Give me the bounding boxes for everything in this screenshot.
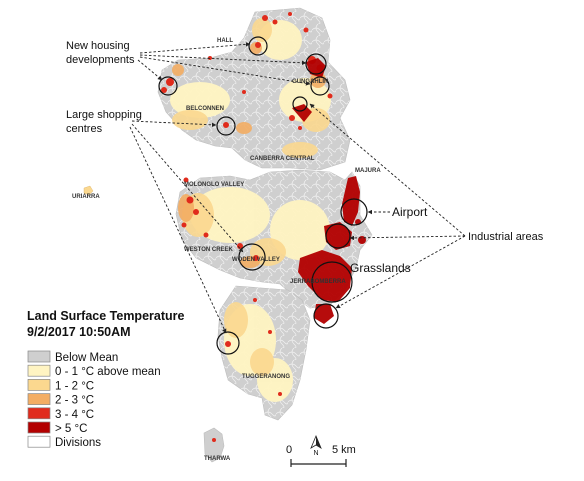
district-jerrabomberra: JERRABOMBERRA — [290, 279, 346, 285]
legend-swatch-4 — [27, 407, 51, 420]
legend: Land Surface Temperature 9/2/2017 10:50A… — [27, 309, 185, 449]
legend-label-5: > 5 °C — [55, 423, 87, 435]
legend-items: Below Mean 0 - 1 °C above mean 1 - 2 °C 2 -… — [27, 350, 161, 449]
annotation-circles — [158, 36, 368, 355]
district-canberra-central: CANBERRA CENTRAL — [250, 156, 315, 162]
circle-gungahlin-housing-2 — [310, 76, 330, 96]
scale-bar: 0 5 km — [286, 444, 356, 467]
legend-label-1: 0 - 1 °C above mean — [55, 366, 161, 378]
legend-swatch-1 — [27, 364, 51, 377]
legend-label-3: 2 - 3 °C — [55, 395, 94, 407]
legend-label-0: Below Mean — [55, 352, 118, 364]
district-hall: HALL — [217, 38, 233, 44]
circle-grasslands — [311, 261, 353, 303]
annotation-shopping-2: centres — [66, 123, 103, 135]
annotation-industrial: Industrial areas — [468, 231, 544, 243]
circle-belconnen-housing — [158, 76, 178, 96]
legend-label-2: 1 - 2 °C — [55, 380, 94, 392]
tharwa-region — [203, 427, 225, 463]
annotation-airport: Airport — [392, 205, 428, 219]
district-uriarra: URIARRA — [72, 194, 100, 200]
district-tuggeranong: TUGGERANONG — [242, 374, 290, 380]
north-arrow: N — [310, 434, 322, 457]
annotation-new-housing-1: New housing — [66, 40, 130, 52]
district-labels: HALL GUNGAHLIN BELCONNEN CANBERRA CENTRA… — [72, 38, 381, 462]
legend-label-4: 3 - 4 °C — [55, 409, 94, 421]
legend-label-6: Divisions — [55, 437, 101, 449]
circle-airport — [340, 198, 368, 226]
annotation-grasslands: Grasslands — [350, 261, 411, 275]
scale-end-label: 5 km — [332, 444, 356, 456]
district-gungahlin: GUNGAHLIN — [292, 79, 328, 85]
uriarra-patch — [83, 185, 94, 196]
circle-woden-shopping — [238, 243, 266, 271]
circle-industrial-hume — [313, 303, 339, 329]
district-woden-valley: WODEN VALLEY — [232, 257, 280, 263]
district-majura: MAJURA — [355, 168, 381, 174]
legend-title: Land Surface Temperature — [27, 309, 185, 323]
district-belconnen: BELCONNEN — [186, 106, 224, 112]
north-label: N — [314, 450, 319, 457]
legend-swatch-2 — [27, 379, 51, 391]
heat-patches — [161, 12, 366, 442]
district-molonglo-valley: MOLONGLO VALLEY — [184, 182, 244, 188]
annotation-shopping-1: Large shopping — [66, 109, 142, 121]
annotation-leaders — [129, 42, 466, 334]
circle-gungahlin-industrial — [292, 96, 308, 112]
legend-swatch-6 — [27, 435, 51, 448]
circle-belconnen-shopping — [216, 116, 236, 136]
legend-subtitle: 9/2/2017 10:50AM — [27, 325, 131, 339]
legend-swatch-3 — [27, 393, 51, 405]
legend-swatch-0 — [27, 350, 51, 363]
annotation-new-housing-2: developments — [66, 54, 135, 66]
scale-start-label: 0 — [286, 444, 292, 456]
district-weston-creek: WESTON CREEK — [184, 247, 234, 253]
district-tharwa: THARWA — [204, 456, 231, 462]
circle-tuggeranong-shopping — [216, 331, 240, 355]
legend-swatch-5 — [27, 421, 51, 434]
